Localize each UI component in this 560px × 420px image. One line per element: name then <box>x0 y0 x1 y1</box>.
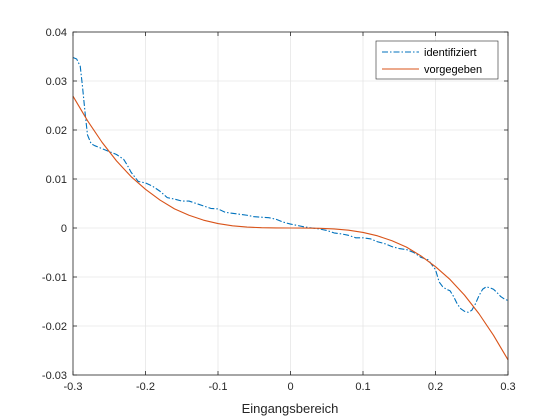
x-tick-label: -0.1 <box>209 381 228 393</box>
y-tick-labels: -0.03 -0.02 -0.01 0 0.01 0.02 0.03 0.04 <box>42 27 67 382</box>
x-tick-label: 0.1 <box>355 381 370 393</box>
x-tick-label: -0.2 <box>136 381 155 393</box>
y-tick-label: 0.01 <box>46 174 67 186</box>
axis-ticks <box>72 31 509 376</box>
y-tick-label: -0.02 <box>42 321 67 333</box>
x-tick-label: -0.3 <box>64 381 83 393</box>
x-axis-label: Eingangsbereich <box>242 401 339 416</box>
series-lines <box>72 56 509 361</box>
y-tick-label: 0.02 <box>46 125 67 137</box>
series-line-vorgegeben <box>72 95 509 361</box>
legend-label-identifiziert: identifiziert <box>424 47 477 59</box>
legend-label-vorgegeben: vorgegeben <box>424 64 482 76</box>
y-tick-label: -0.01 <box>42 272 67 284</box>
x-tick-label: 0.3 <box>500 381 515 393</box>
series-line-identifiziert <box>72 56 509 313</box>
y-tick-label: 0.04 <box>46 27 67 39</box>
y-tick-label: 0 <box>61 223 67 235</box>
y-tick-label: 0.03 <box>46 76 67 88</box>
legend: identifiziert vorgegeben <box>375 40 499 80</box>
y-tick-label: -0.03 <box>42 370 67 382</box>
legend-box <box>375 40 499 80</box>
x-tick-label: 0.2 <box>428 381 443 393</box>
x-tick-label: 0 <box>287 381 293 393</box>
x-tick-labels: -0.3 -0.2 -0.1 0 0.1 0.2 0.3 <box>64 381 516 393</box>
